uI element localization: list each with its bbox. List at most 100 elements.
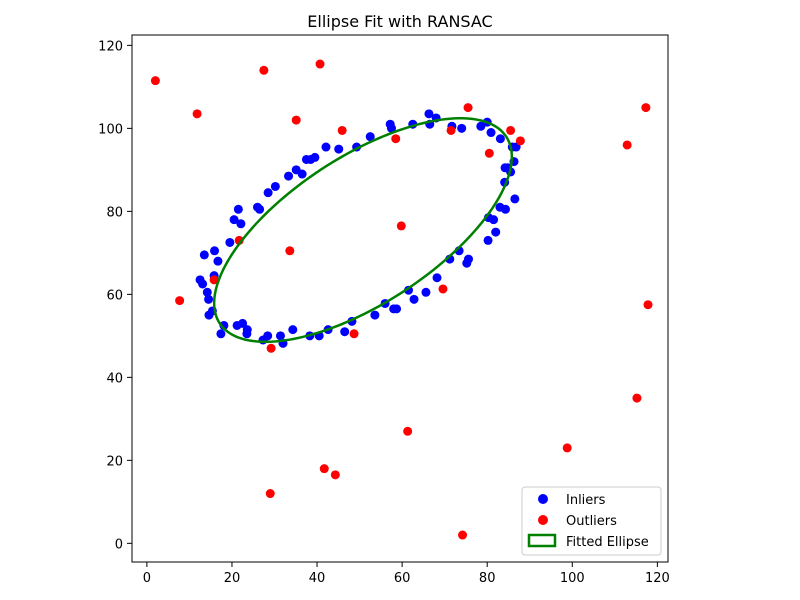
inlier-point — [229, 215, 239, 225]
outlier-point — [319, 464, 329, 474]
y-tick-label: 20 — [106, 454, 123, 469]
inlier-point — [263, 188, 273, 198]
legend-frame — [521, 486, 662, 556]
outlier-point — [150, 76, 160, 86]
inlier-point — [255, 204, 265, 214]
y-tick-label: 100 — [98, 122, 123, 137]
inlier-point — [489, 215, 499, 225]
inlier-point — [310, 152, 320, 162]
outlier-point — [484, 148, 494, 158]
inlier-point — [225, 237, 235, 247]
x-axis: 0 20 40 60 80 100 120 — [143, 562, 670, 586]
inlier-point — [424, 109, 434, 119]
inlier-point — [233, 204, 243, 214]
inlier-point — [216, 329, 226, 339]
inlier-point — [500, 204, 510, 214]
inlier-point — [236, 219, 246, 229]
inlier-point — [486, 128, 496, 138]
x-tick-label: 120 — [645, 571, 670, 586]
legend-ellipse-marker — [527, 533, 557, 548]
outlier-point — [438, 284, 448, 294]
outlier-point — [643, 300, 653, 310]
outlier-point — [330, 470, 340, 480]
inlier-point — [288, 325, 298, 335]
outlier-point — [632, 393, 642, 403]
x-tick-label: 80 — [479, 571, 496, 586]
inlier-point — [386, 123, 396, 133]
outlier-point — [506, 125, 516, 135]
inlier-point — [210, 246, 220, 256]
outlier-point — [265, 489, 275, 499]
y-tick-label: 80 — [106, 205, 123, 220]
inlier-point — [198, 279, 208, 289]
outlier-point — [192, 109, 202, 119]
outlier-point — [315, 59, 325, 69]
outlier-point — [396, 221, 406, 231]
inlier-point — [365, 132, 375, 142]
plot-area — [131, 34, 669, 563]
outlier-point — [622, 140, 632, 150]
x-tick-label: 0 — [143, 571, 151, 586]
inlier-point — [476, 121, 486, 131]
axes-frame — [132, 35, 668, 562]
outlier-point — [641, 103, 651, 113]
outlier-point — [259, 65, 269, 75]
inlier-point — [457, 123, 467, 133]
inlier-point — [297, 169, 307, 179]
legend: Inliers Outliers Fitted Ellipse — [521, 486, 662, 556]
inlier-point — [409, 294, 419, 304]
outlier-point — [266, 343, 276, 353]
y-tick-label: 40 — [106, 371, 123, 386]
inlier-point — [463, 254, 473, 264]
inlier-point — [421, 287, 431, 297]
inlier-point — [321, 142, 331, 152]
inlier-point — [238, 318, 248, 328]
inlier-point — [491, 227, 501, 237]
outlier-point — [337, 125, 347, 135]
inlier-point — [495, 134, 505, 144]
inlier-point — [202, 287, 212, 297]
outlier-point — [463, 103, 473, 113]
legend-outliers-label: Outliers — [566, 514, 617, 529]
chart-title: Ellipse Fit with RANSAC — [307, 12, 492, 31]
y-tick-label: 0 — [115, 537, 123, 552]
y-tick-label: 120 — [98, 39, 123, 54]
outlier-point — [562, 443, 572, 453]
x-tick-label: 20 — [224, 571, 241, 586]
inlier-point — [284, 171, 294, 181]
legend-ellipse-label: Fitted Ellipse — [566, 535, 649, 550]
inlier-point — [263, 331, 273, 341]
inlier-point — [204, 294, 214, 304]
inlier-point — [199, 250, 209, 260]
legend-inliers-label: Inliers — [566, 493, 606, 508]
outlier-point — [209, 275, 219, 285]
inlier-point — [275, 331, 285, 341]
outlier-point — [349, 329, 359, 339]
inlier-point — [242, 329, 252, 339]
y-axis: 0 20 40 60 80 100 120 — [98, 39, 132, 552]
outlier-point — [285, 246, 295, 256]
outlier-point — [515, 136, 525, 146]
outlier-point — [291, 115, 301, 125]
inlier-point — [432, 273, 442, 283]
inlier-point — [510, 194, 520, 204]
inlier-point — [483, 235, 493, 245]
inlier-point — [392, 304, 402, 314]
inlier-point — [334, 144, 344, 154]
data-marks — [150, 59, 653, 540]
inlier-point — [213, 256, 223, 266]
outlier-point — [446, 125, 456, 135]
inlier-point — [340, 327, 350, 337]
inlier-point — [270, 181, 280, 191]
inlier-point — [370, 310, 380, 320]
outlier-point — [403, 426, 413, 436]
axes-border — [131, 34, 669, 563]
outlier-point — [458, 530, 468, 540]
fitted-ellipse — [212, 116, 514, 344]
x-tick-label: 100 — [560, 571, 585, 586]
outlier-point — [175, 296, 185, 306]
x-tick-label: 60 — [394, 571, 411, 586]
outlier-point — [391, 134, 401, 144]
legend-outliers-marker — [538, 515, 548, 525]
